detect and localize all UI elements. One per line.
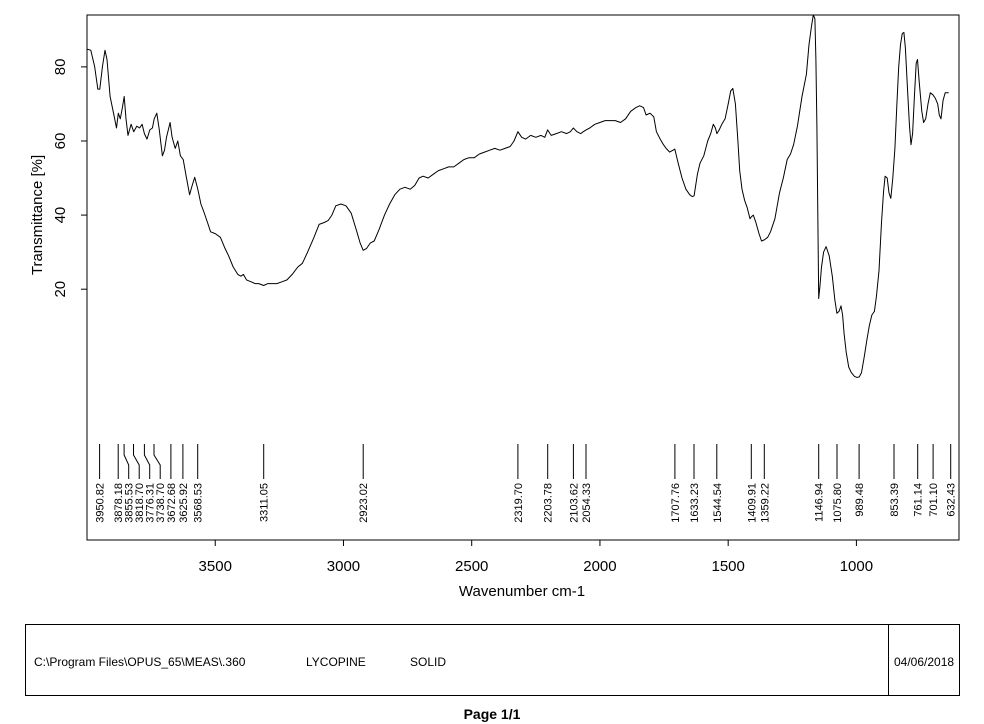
peak-marker: [153, 444, 161, 479]
chart-axes: 3500 3000 2500 2000 1500 1000 20 40 60 80: [52, 14, 960, 575]
plot-frame: [86, 14, 960, 541]
peak-marker: [143, 444, 151, 479]
peak-label: 761.14: [913, 483, 925, 517]
peak-marker-lines: [99, 444, 952, 479]
footer-info-box: C:\Program Files\OPUS_65\MEAS\.360 LYCOP…: [25, 624, 960, 696]
peak-label: 3855.53: [124, 483, 136, 523]
peak-marker: [133, 444, 140, 479]
x-tick-label: 1500: [711, 558, 744, 575]
peak-label: 632.43: [946, 483, 958, 517]
x-tick-label: 2500: [455, 558, 488, 575]
spectrum-line-group: [86, 14, 949, 378]
peak-label: 3311.05: [259, 483, 271, 522]
peak-label: 989.48: [854, 483, 866, 517]
spectrum-chart: 3500 3000 2500 2000 1500 1000 20 40 60 80 3950.82…: [29, 14, 960, 600]
peak-label: 2054.33: [581, 483, 593, 523]
peak-label: 3672.68: [166, 483, 178, 523]
peak-label: 1359.22: [759, 483, 771, 523]
peak-label: 2203.78: [543, 483, 555, 523]
y-tick-label: 20: [52, 281, 69, 298]
y-tick-label: 60: [52, 133, 69, 150]
peak-label: 3625.92: [178, 483, 190, 523]
peak-label: 1075.80: [832, 483, 844, 523]
peak-marker: [123, 444, 130, 479]
y-tick-label: 40: [52, 207, 69, 224]
peak-label: 1146.94: [814, 483, 826, 522]
peak-label: 1707.76: [670, 483, 682, 523]
peak-label: 2923.02: [358, 483, 370, 523]
y-axis-title: Transmittance [%]: [29, 155, 46, 275]
peak-label: 3878.18: [113, 483, 125, 523]
x-tick-label: 2000: [583, 558, 616, 575]
peak-label: 3818.70: [134, 483, 146, 523]
measurement-date: 04/06/2018: [894, 655, 955, 669]
peak-label: 701.10: [928, 483, 940, 517]
peak-label: 2103.62: [568, 483, 580, 523]
x-tick-label: 3000: [327, 558, 360, 575]
footer-divider: [888, 625, 889, 695]
peak-label: 853.39: [889, 483, 901, 517]
file-path: C:\Program Files\OPUS_65\MEAS\.360: [34, 655, 246, 669]
peak-label: 3950.82: [95, 483, 107, 523]
peak-label: 1633.23: [689, 483, 701, 523]
x-tick-label: 3500: [199, 558, 232, 575]
x-tick-label: 1000: [840, 558, 873, 575]
peak-labels: 3950.82 3878.183855.533818.703776.313738.…: [95, 483, 958, 523]
spectrum-line: [86, 14, 949, 378]
peak-label: 3568.53: [193, 483, 205, 523]
peak-label: 3776.31: [145, 483, 157, 523]
peak-label: 1544.54: [712, 483, 724, 523]
peak-label: 2319.70: [513, 483, 525, 523]
sample-form: SOLID: [410, 655, 447, 669]
page-number: Page 1/1: [463, 706, 521, 722]
y-tick-label: 80: [52, 59, 69, 76]
peak-label: 1409.91: [746, 483, 758, 523]
sample-name: LYCOPINE: [306, 655, 366, 669]
x-axis-title: Wavenumber cm-1: [459, 583, 585, 600]
peak-label: 3738.70: [155, 483, 167, 523]
